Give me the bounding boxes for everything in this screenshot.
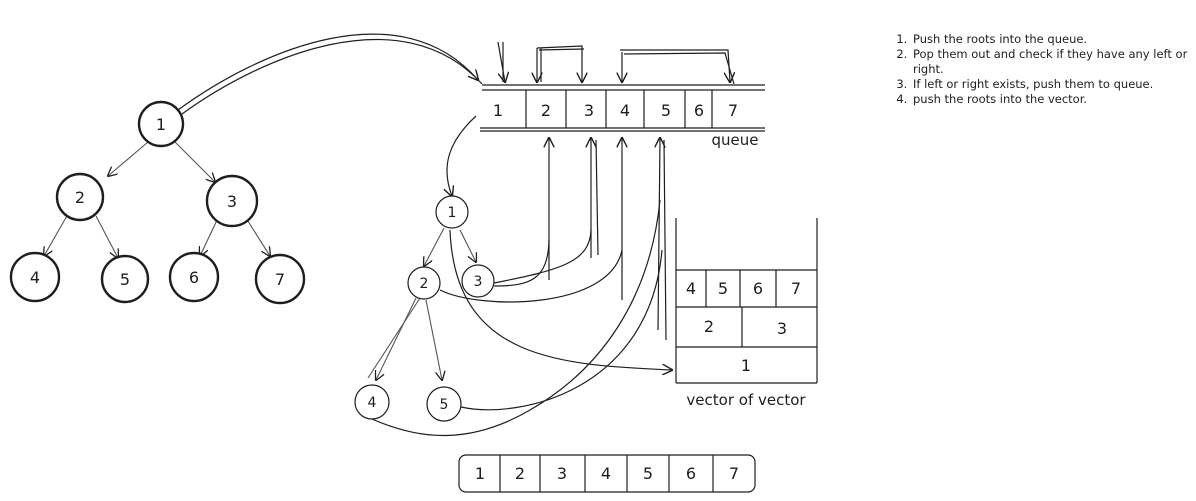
- tree-node: 1: [137, 100, 185, 148]
- tree-node: 2: [55, 172, 105, 222]
- vector-cell: 2: [704, 317, 714, 336]
- edge-3-7: [245, 217, 270, 256]
- result-cell: 3: [557, 464, 567, 483]
- result-cell: 4: [601, 464, 611, 483]
- tree-node: 3: [205, 174, 259, 228]
- queue-cell: 2: [541, 101, 551, 120]
- tree-node: 2: [407, 266, 441, 300]
- result-array-box: [458, 454, 756, 493]
- node-label: 3: [474, 274, 483, 290]
- edge-2-5: [95, 215, 118, 258]
- middle-tree: 1 2 3 4 5: [354, 195, 495, 422]
- vector-cell: 3: [777, 319, 787, 338]
- queue-cell: 6: [694, 101, 704, 120]
- node-label: 2: [420, 276, 429, 292]
- node-label: 5: [440, 397, 449, 413]
- tree-node: 4: [9, 251, 61, 303]
- vector-cell: 1: [741, 356, 751, 375]
- edge-1-2: [108, 141, 149, 176]
- note-item: Pop them out and check if they have any …: [911, 47, 1190, 77]
- tree-node: 1: [435, 195, 469, 229]
- left-tree: 1 2 3 4 5 6 7: [9, 100, 306, 305]
- vector-cell: 5: [718, 279, 728, 298]
- edge-2-4: [44, 213, 69, 256]
- middle-tree-edges: [367, 115, 477, 380]
- vector-label: vector of vector: [686, 391, 806, 409]
- queue-cell: 3: [584, 101, 594, 120]
- tree-node: 5: [100, 254, 150, 304]
- note-item: If left or right exists, push them to qu…: [911, 77, 1190, 92]
- queue-cell: 4: [620, 101, 630, 120]
- result-cell: 7: [729, 464, 739, 483]
- node-label: 1: [156, 115, 166, 134]
- result-cell: 6: [686, 464, 696, 483]
- left-tree-edges: [44, 141, 270, 258]
- tree-node: 5: [426, 386, 462, 422]
- queue-push-arrows: [549, 138, 667, 341]
- root-to-vector-arrow: [449, 229, 672, 370]
- tree-node: 7: [254, 253, 306, 305]
- edge-1-3: [174, 141, 215, 182]
- queue-cell: 7: [728, 101, 738, 120]
- queue-label: queue: [712, 131, 759, 149]
- vector-cell: 7: [791, 279, 801, 298]
- node-to-queue-curves: [371, 199, 672, 437]
- node-label: 3: [227, 192, 237, 211]
- queue-cell: 1: [493, 101, 503, 120]
- result-cell: 5: [643, 464, 653, 483]
- note-item: Push the roots into the queue.: [911, 32, 1190, 47]
- result-array: 1 2 3 4 5 6 7: [458, 454, 756, 493]
- node-label: 6: [189, 268, 199, 287]
- vector-of-vector: 4 5 6 7 2 3 1 vector of vector: [675, 218, 818, 409]
- tree-node: 4: [354, 384, 390, 420]
- note-item: push the roots into the vector.: [911, 92, 1190, 107]
- queue-pop-arrows: [497, 41, 734, 85]
- notes-list: Push the roots into the queue. Pop them …: [895, 32, 1190, 107]
- node-label: 1: [448, 205, 457, 221]
- tree-node: 6: [168, 251, 220, 303]
- vector-cell: 4: [686, 279, 696, 298]
- edge-3-6: [200, 217, 219, 256]
- node-label: 4: [368, 395, 377, 411]
- node-label: 2: [75, 188, 85, 207]
- queue: 1 2 3 4 5 6 7 queue: [480, 84, 765, 149]
- tree-node: 3: [461, 264, 495, 298]
- root-to-queue-arrow-stroke2: [181, 38, 483, 115]
- node-label: 7: [275, 270, 285, 289]
- node-label: 4: [30, 268, 40, 287]
- algorithm-notes: Push the roots into the queue. Pop them …: [895, 32, 1190, 107]
- queue-to-root-arrow: [447, 115, 477, 196]
- result-cell: 2: [515, 464, 525, 483]
- node-label: 5: [120, 270, 130, 289]
- queue-cell: 5: [661, 101, 671, 120]
- result-cell: 1: [475, 464, 485, 483]
- vector-cell: 6: [753, 279, 763, 298]
- root-to-queue-arrow: [177, 33, 478, 111]
